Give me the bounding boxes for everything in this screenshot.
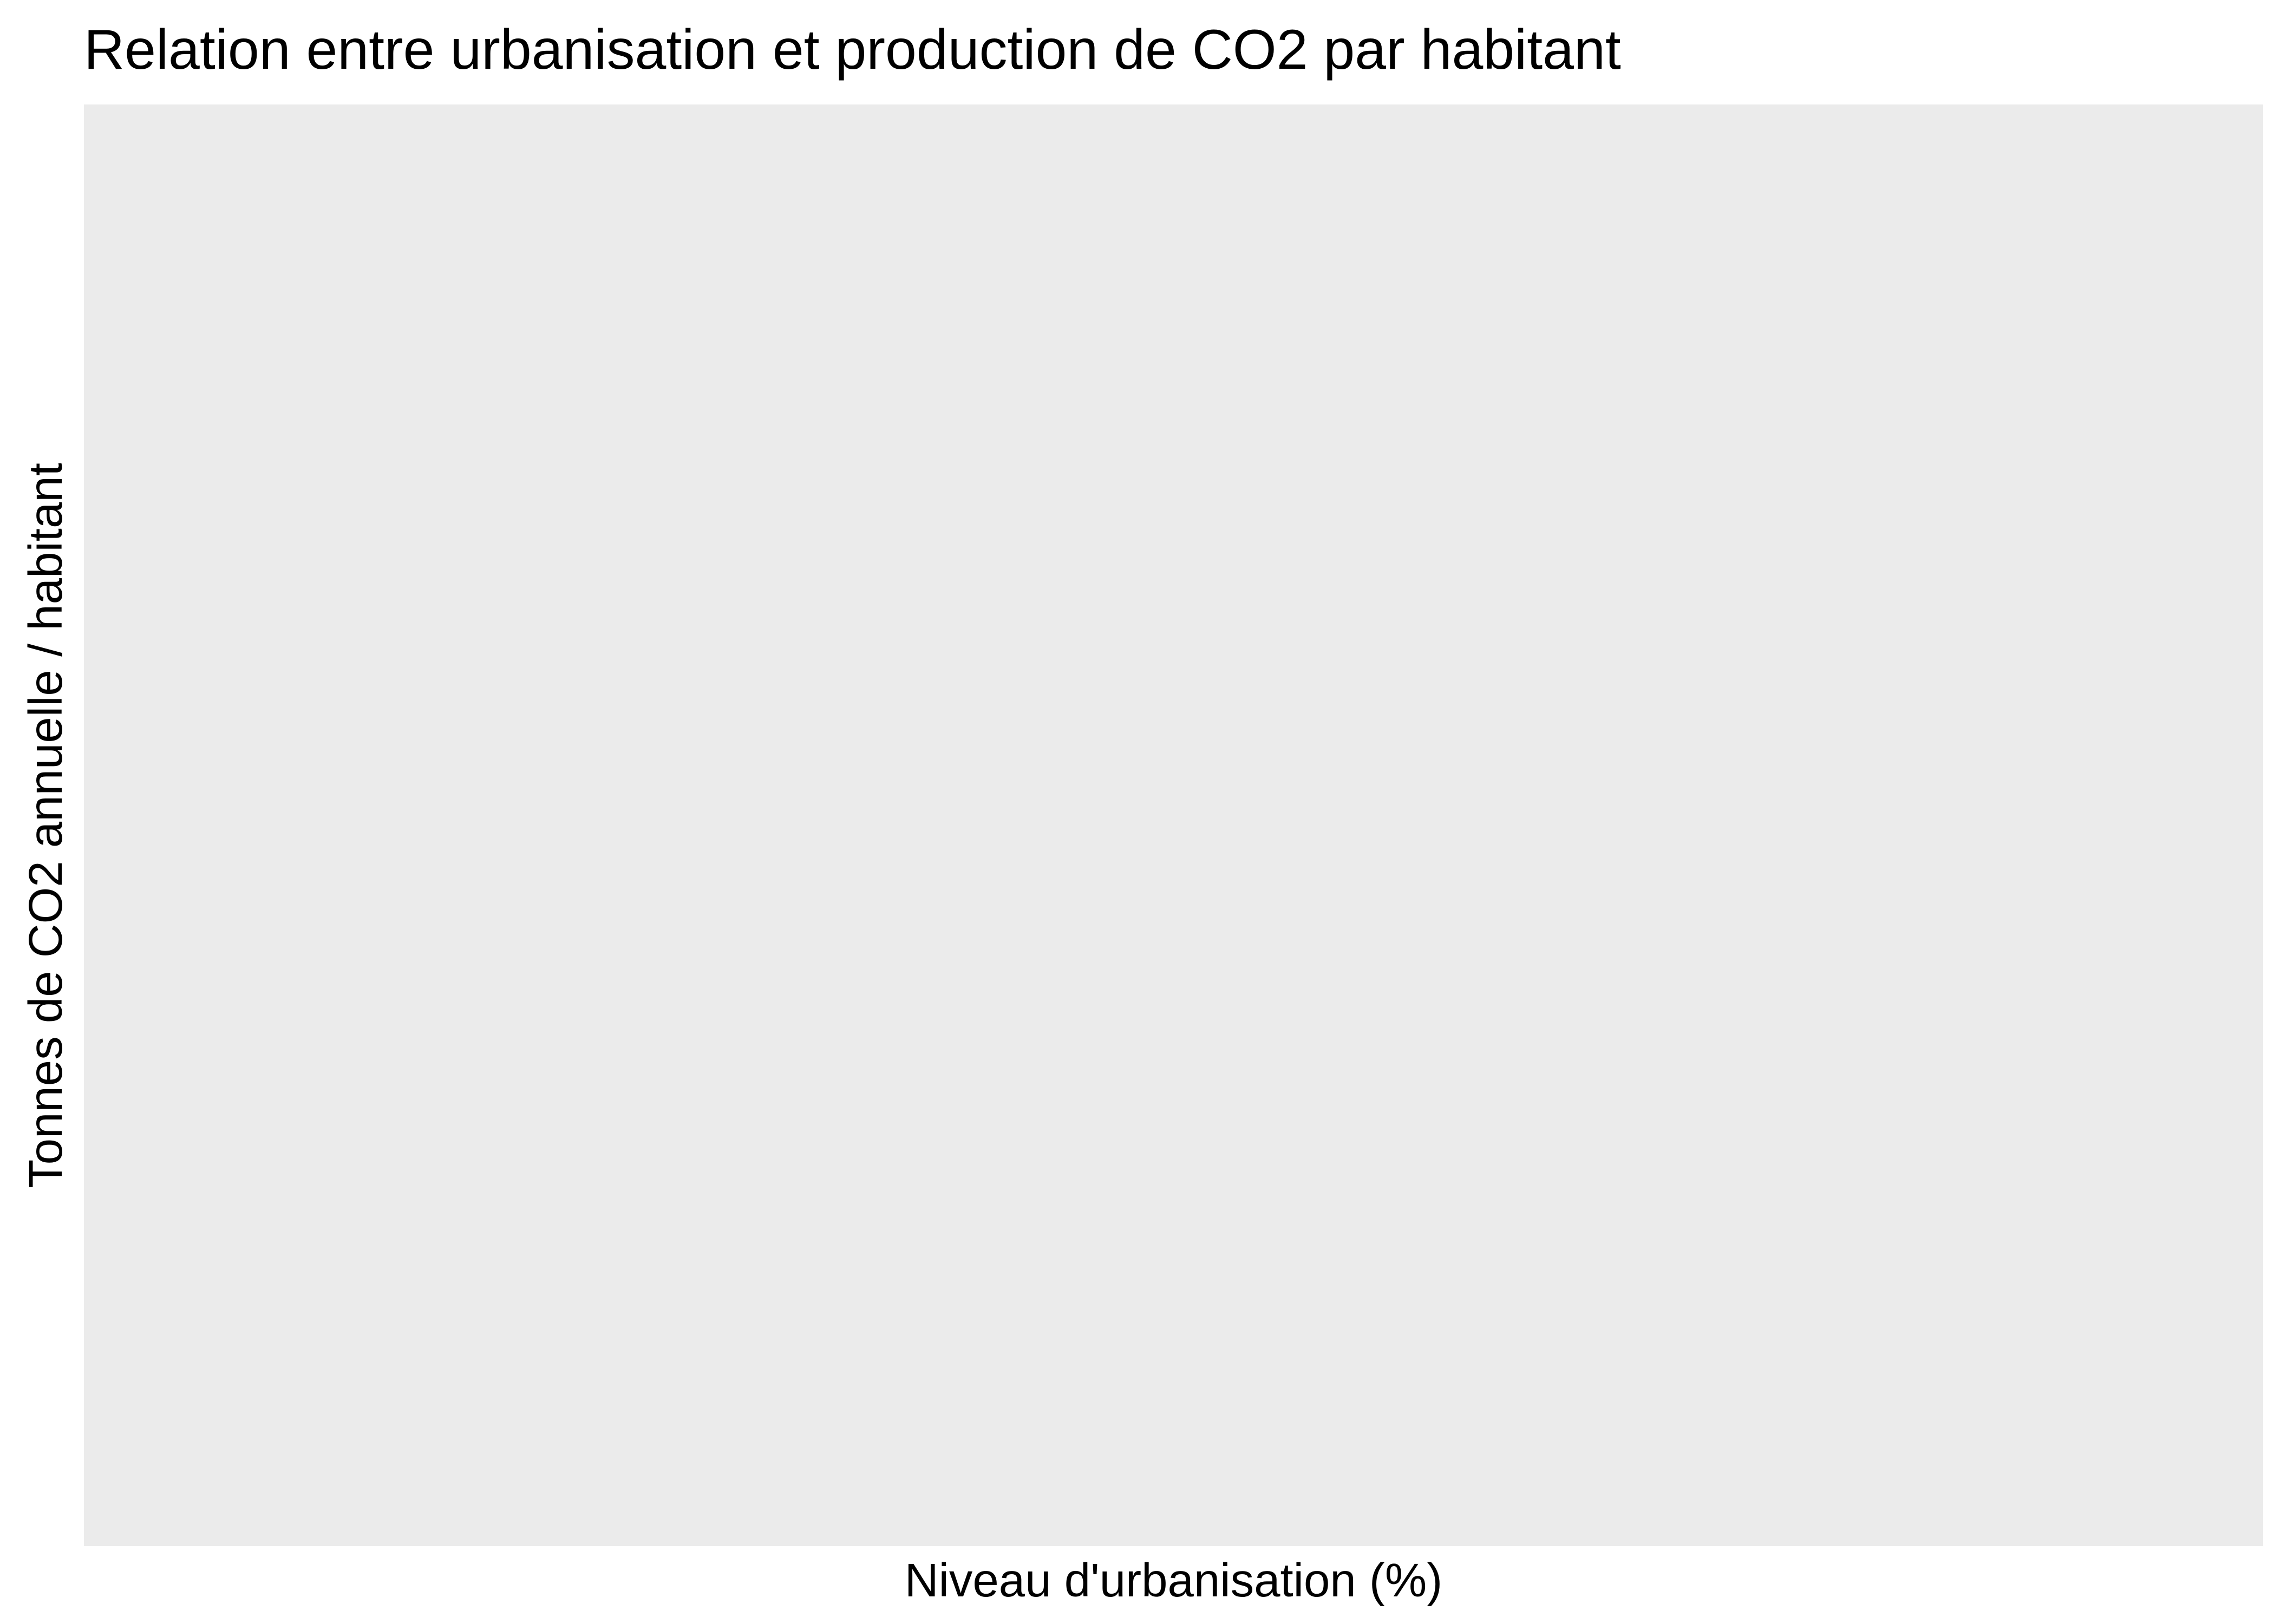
chart-title: Relation entre urbanisation et productio… [84, 18, 1621, 81]
plot-area [84, 104, 2263, 1546]
plot-panel [84, 104, 2263, 1546]
y-axis-label-container: Tonnes de CO2 annuelle / habitant [14, 104, 79, 1546]
x-axis-label: Niveau d'urbanisation (%) [904, 1554, 1443, 1607]
y-axis-label: Tonnes de CO2 annuelle / habitant [19, 462, 72, 1188]
